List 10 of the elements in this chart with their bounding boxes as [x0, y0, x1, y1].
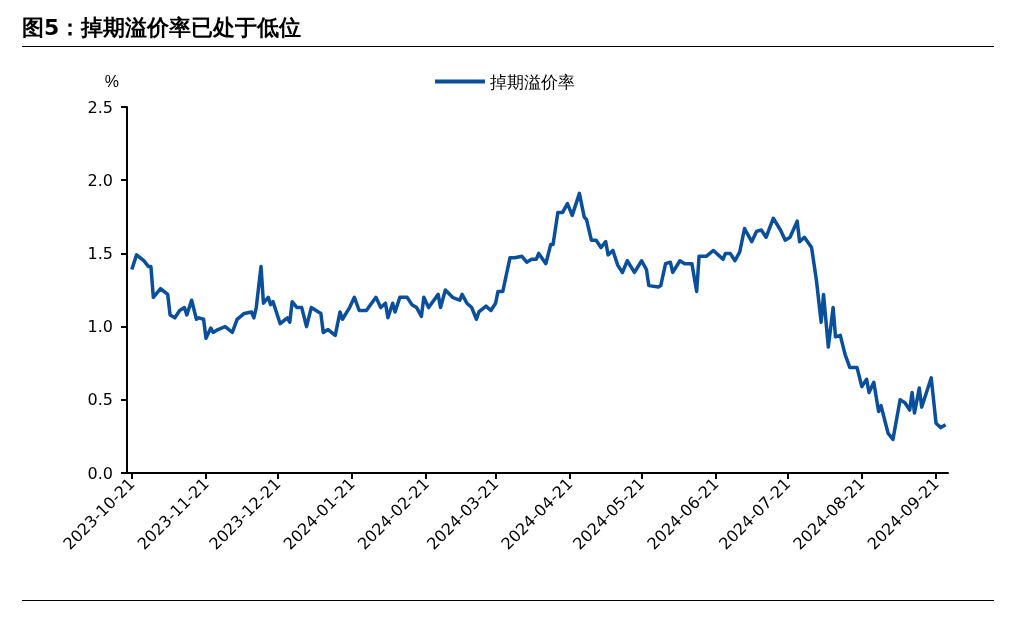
- y-axis-title: %: [104, 72, 119, 90]
- y-tick-label: 2.5: [87, 97, 113, 117]
- y-tick-label: 0.0: [87, 463, 113, 483]
- y-tick-label: 0.5: [87, 390, 113, 410]
- y-tick-label: 2.0: [87, 170, 113, 190]
- y-tick-label: 1.0: [87, 317, 113, 337]
- line-series: [130, 191, 948, 442]
- chart-title: 图5：掉期溢价率已处于低位: [22, 10, 994, 47]
- y-tick-label: 1.5: [87, 243, 113, 263]
- legend-label: 掉期溢价率: [490, 71, 575, 92]
